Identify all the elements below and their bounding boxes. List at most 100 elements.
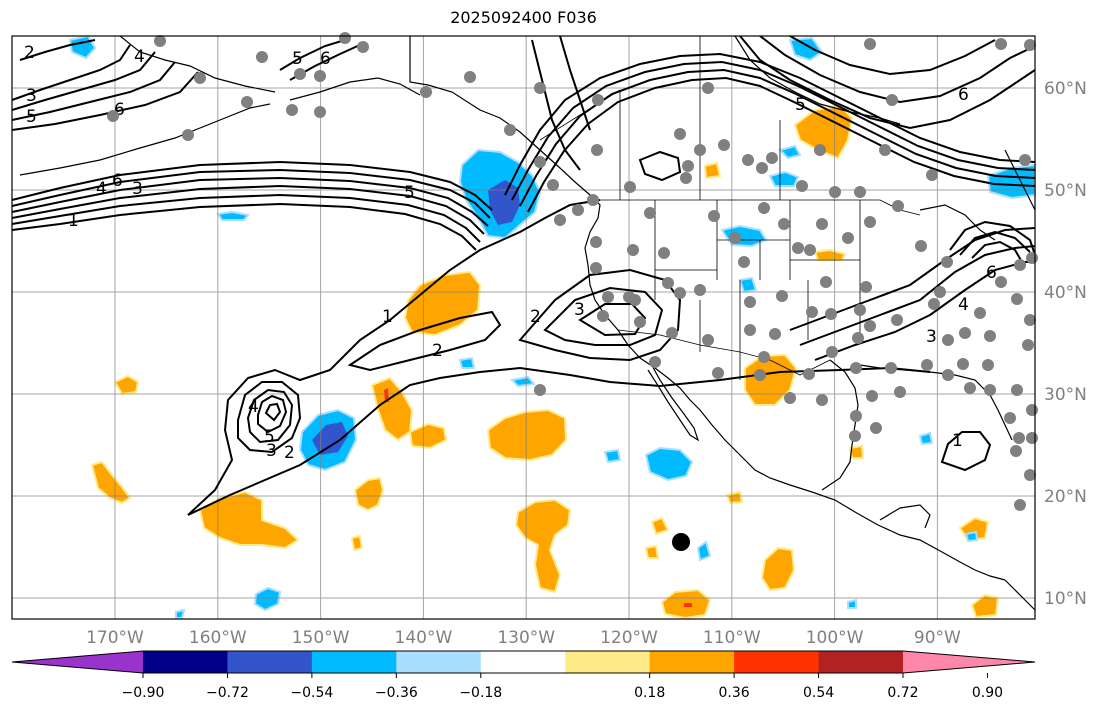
station-dot <box>590 236 602 248</box>
shade-positive <box>813 248 847 261</box>
contour-line <box>187 366 931 516</box>
shade-negative <box>964 530 979 543</box>
coast-great-lakes <box>919 204 996 241</box>
station-dot <box>854 186 866 198</box>
contour-label: 5 <box>26 107 37 127</box>
shade-negative <box>918 431 934 446</box>
coast-baja <box>647 361 700 442</box>
station-dot <box>590 262 602 274</box>
latitude-label: 40°N <box>1044 283 1087 303</box>
station-dot <box>1004 412 1016 424</box>
station-dot <box>758 202 770 214</box>
contour-label: 2 <box>284 443 295 463</box>
shade-negative <box>847 598 857 609</box>
contour-line <box>511 60 1036 201</box>
station-dot <box>879 144 891 156</box>
station-dot <box>806 306 818 318</box>
latitude-label: 50°N <box>1044 181 1087 201</box>
contour-line <box>799 245 1036 346</box>
station-dot <box>826 346 838 358</box>
station-dot <box>592 94 604 106</box>
station-dot <box>649 356 661 368</box>
contour-line <box>504 52 1036 196</box>
contour-line <box>11 61 176 121</box>
colorbar-band <box>396 651 482 673</box>
station-dot <box>1011 293 1023 305</box>
contour-line <box>638 150 682 182</box>
contour-line <box>527 76 1036 213</box>
station-dot <box>816 218 828 230</box>
political-borders <box>409 36 921 380</box>
station-dot <box>792 242 804 254</box>
colorbar-band <box>818 651 904 673</box>
station-dot <box>744 296 756 308</box>
shade-strong-positive <box>384 388 389 402</box>
shade-negative <box>458 356 476 369</box>
station-dot <box>852 332 864 344</box>
contour-line <box>264 402 282 422</box>
station-dot <box>718 139 730 151</box>
colorbar-tick-label: −0.54 <box>290 685 333 701</box>
latitude-label: 30°N <box>1044 385 1087 405</box>
contour-line <box>949 220 1036 256</box>
contour-label: 1 <box>952 431 963 451</box>
station-dot <box>1026 432 1038 444</box>
colorbar-tick-label: 0.18 <box>634 685 665 701</box>
contour-label: 6 <box>114 100 125 120</box>
coast-alaska-peninsula <box>289 77 421 101</box>
coast-north-america <box>409 36 1006 581</box>
colorbar-tick-label: 0.72 <box>887 685 918 701</box>
station-dot <box>850 362 862 374</box>
station-dot <box>658 247 670 259</box>
contour-line <box>11 51 156 111</box>
contour-label: 4 <box>958 295 969 315</box>
station-dot <box>294 68 306 80</box>
shade-negative <box>788 36 824 62</box>
contour-label: 3 <box>26 86 37 106</box>
contour-line <box>11 176 489 227</box>
station-dot <box>534 156 546 168</box>
contour-label: 3 <box>574 300 585 320</box>
shade-positive <box>760 546 796 592</box>
shade-positive <box>350 534 364 552</box>
contour-line <box>11 160 493 211</box>
location-marker <box>672 533 690 551</box>
shade-positive <box>650 516 670 536</box>
longitude-label: 110°W <box>703 628 761 648</box>
station-dot <box>1026 252 1038 264</box>
contour-label: 5 <box>264 427 275 447</box>
shade-negative <box>253 586 282 612</box>
station-dot <box>554 214 566 226</box>
colorbar-tick-label: 0.90 <box>972 685 1003 701</box>
contour-labels: 1 1 1 2 2 2 2 3 3 3 3 3 4 4 5 5 5 5 5 4 … <box>24 43 997 463</box>
shade-strong-negative <box>488 180 520 225</box>
shade-negative <box>603 448 622 464</box>
shade-negative <box>768 170 800 187</box>
shade-positive <box>703 161 722 180</box>
colorbar-tick-label: 0.36 <box>719 685 750 701</box>
longitude-labels: 170°W 160°W 150°W 140°W 130°W 120°W 110°W 100°W… <box>86 628 961 648</box>
contour-line <box>759 35 1036 104</box>
station-dot <box>680 172 692 184</box>
station-dot <box>1013 432 1025 444</box>
shade-positive <box>486 408 568 462</box>
station-dot <box>784 392 796 404</box>
station-dot <box>796 180 808 192</box>
contour-line <box>789 35 996 76</box>
contour-label: 1 <box>68 211 79 231</box>
station-dot <box>708 210 720 222</box>
contour-label: 3 <box>132 179 143 199</box>
shade-strong-positive <box>684 603 692 607</box>
station-dot <box>534 82 546 94</box>
station-dot <box>464 71 476 83</box>
coast-yucatan <box>879 504 931 529</box>
colorbar-band <box>480 651 566 673</box>
station-dot <box>886 94 898 106</box>
colorbar-band <box>227 651 313 673</box>
contour-line <box>279 39 346 71</box>
station-dot <box>769 328 781 340</box>
station-dot <box>738 256 750 268</box>
station-dot <box>842 232 854 244</box>
contour-line <box>11 193 481 243</box>
contour-line <box>187 199 601 516</box>
